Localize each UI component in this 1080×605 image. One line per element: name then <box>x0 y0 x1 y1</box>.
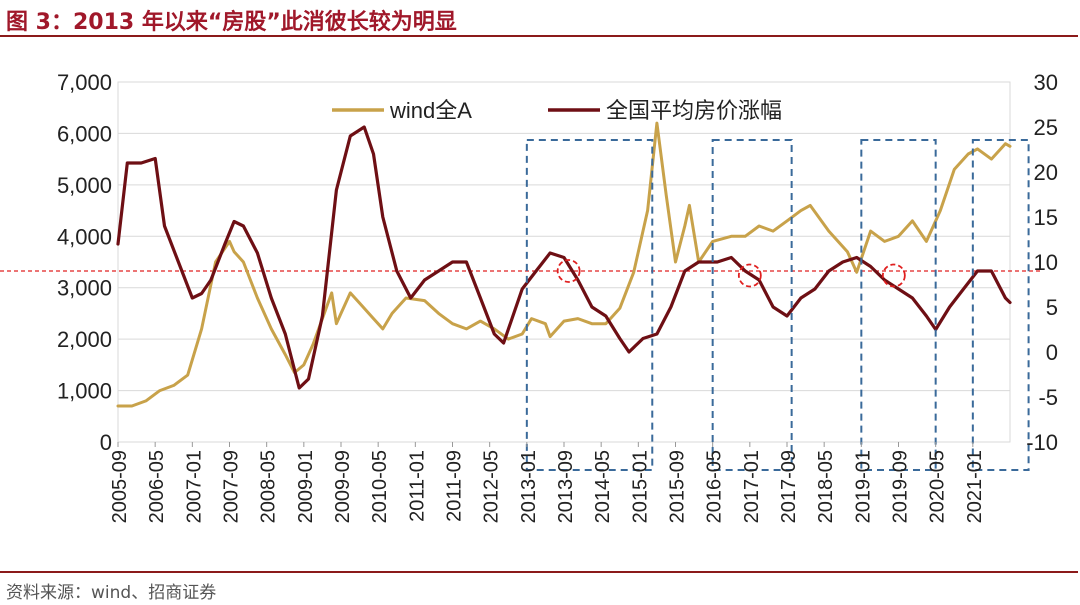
x-tick-label: 2019-01 <box>852 450 874 523</box>
x-tick-label: 2009-09 <box>332 450 354 523</box>
series-lines <box>116 121 1012 408</box>
y2-tick-label: -10 <box>1026 430 1058 455</box>
turning-point-circle <box>881 263 906 288</box>
plot-frame <box>117 81 1011 443</box>
x-tick-label: 2015-01 <box>629 450 651 523</box>
legend-label-house-price: 全国平均房价涨幅 <box>606 98 782 123</box>
y-tick-label: 5,000 <box>57 173 112 198</box>
x-tick-label: 2006-05 <box>146 450 168 523</box>
x-tick-label: 2019-09 <box>890 450 912 523</box>
x-tick-label: 2020-05 <box>927 450 949 523</box>
turning-point-circle <box>556 259 581 283</box>
title-rule <box>0 35 1078 37</box>
x-tick-label: 2011-01 <box>406 450 428 522</box>
x-tick-label: 2008-05 <box>258 450 280 523</box>
x-tick-label: 2010-05 <box>369 450 391 523</box>
x-tick-label: 2017-01 <box>741 450 763 523</box>
x-tick-label: 2017-09 <box>778 450 800 523</box>
x-tick-label: 2015-09 <box>667 450 689 523</box>
x-tick-label: 2021-01 <box>964 450 986 523</box>
x-tick-label: 2014-05 <box>592 450 614 523</box>
y-tick-label: 1,000 <box>57 379 112 404</box>
legend-label-wind-a: wind全A <box>389 98 472 123</box>
y2-tick-label: 25 <box>1034 115 1058 140</box>
y2-tick-label: 15 <box>1034 205 1058 230</box>
series-line-house-price <box>116 125 1012 390</box>
x-tick-label: 2013-01 <box>518 450 540 523</box>
x-tick-label: 2012-05 <box>481 450 503 523</box>
highlight-period-box <box>711 139 793 471</box>
y-tick-label: 6,000 <box>57 121 112 146</box>
x-tick-label: 2018-05 <box>815 450 837 523</box>
highlight-period-box <box>860 139 937 471</box>
y-tick-label: 4,000 <box>57 224 112 249</box>
y2-tick-label: 10 <box>1034 250 1058 275</box>
y2-tick-label: 0 <box>1046 340 1058 365</box>
y2-tick-label: -5 <box>1038 385 1058 410</box>
y-tick-label: 7,000 <box>57 70 112 95</box>
source-note: 资料来源：wind、招商证券 <box>6 583 217 603</box>
highlight-boxes <box>525 139 1030 471</box>
x-tick-label: 2016-05 <box>704 450 726 523</box>
y-tick-label: 2,000 <box>57 327 112 352</box>
x-tick-label: 2013-09 <box>555 450 577 523</box>
y2-tick-label: 5 <box>1046 295 1058 320</box>
highlight-period-box <box>525 139 654 471</box>
x-tick-label: 2005-09 <box>109 450 131 523</box>
x-tick-label: 2009-01 <box>295 450 317 523</box>
y-tick-label: 0 <box>100 430 112 455</box>
x-tick-label: 2007-01 <box>183 450 205 523</box>
turning-point-markers <box>556 259 906 288</box>
y2-tick-label: 30 <box>1034 70 1058 95</box>
figure-title: 图 3：2013 年以来“房股”此消彼长较为明显 <box>6 10 457 35</box>
x-tick-label: 2011-09 <box>444 450 466 522</box>
series-line-wind-a <box>116 121 1012 408</box>
highlight-period-box <box>971 139 1030 471</box>
plot-area-border <box>117 81 1011 443</box>
y2-tick-label: 20 <box>1034 160 1058 185</box>
legend: wind全A 全国平均房价涨幅 <box>332 98 782 123</box>
source-rule <box>0 571 1078 573</box>
x-tick-label: 2007-09 <box>221 450 243 523</box>
turning-point-circle <box>737 263 762 288</box>
y-tick-label: 3,000 <box>57 276 112 301</box>
axes: 7,000 6,000 5,000 4,000 3,000 2,000 1,000 0 30 25… <box>57 70 1058 523</box>
